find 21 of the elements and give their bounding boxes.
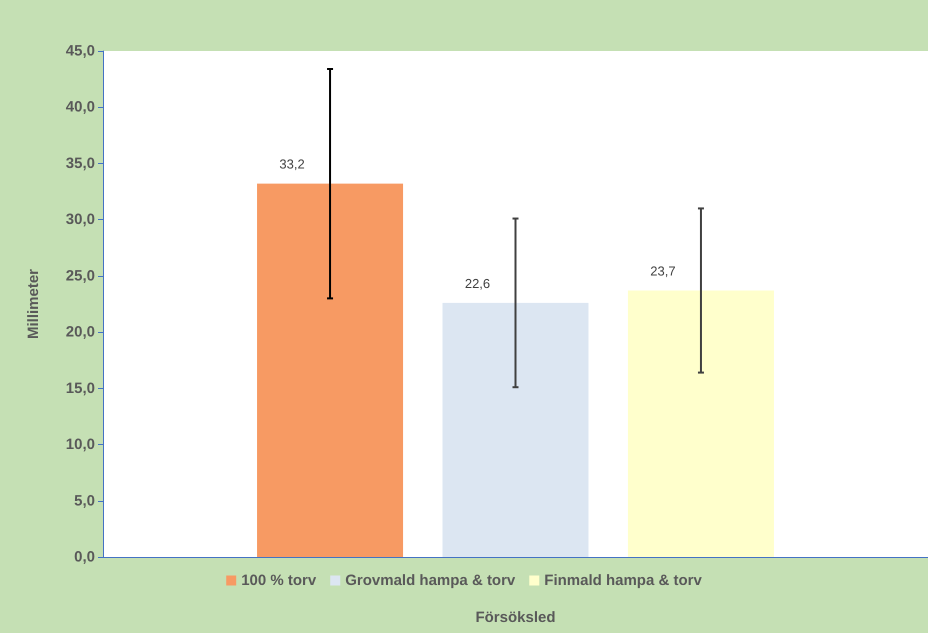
y-tick-label: 40,0 xyxy=(66,98,95,116)
y-axis-title: Millimeter xyxy=(25,268,42,340)
legend-label: Grovmald hampa & torv xyxy=(345,572,516,589)
data-label: 23,7 xyxy=(650,264,676,279)
x-axis-title: Försöksled xyxy=(475,609,556,626)
y-tick-label: 10,0 xyxy=(66,436,95,454)
legend-label: 100 % torv xyxy=(241,572,317,589)
y-tick-label: 25,0 xyxy=(66,267,95,284)
y-tick-label: 20,0 xyxy=(66,324,95,341)
y-tick-label: 0,0 xyxy=(74,548,95,566)
bar xyxy=(257,184,404,557)
y-tick-label: 30,0 xyxy=(66,211,95,228)
y-tick-label: 5,0 xyxy=(74,492,95,510)
bar xyxy=(628,290,774,557)
y-tick-label: 35,0 xyxy=(66,154,95,172)
data-label: 22,6 xyxy=(464,276,490,291)
bar xyxy=(442,302,589,557)
data-label: 33,2 xyxy=(279,156,305,172)
legend-label: Finmald hampa & torv xyxy=(544,572,702,589)
y-tick-label: 45,0 xyxy=(66,42,95,60)
y-tick-label: 15,0 xyxy=(66,380,95,397)
